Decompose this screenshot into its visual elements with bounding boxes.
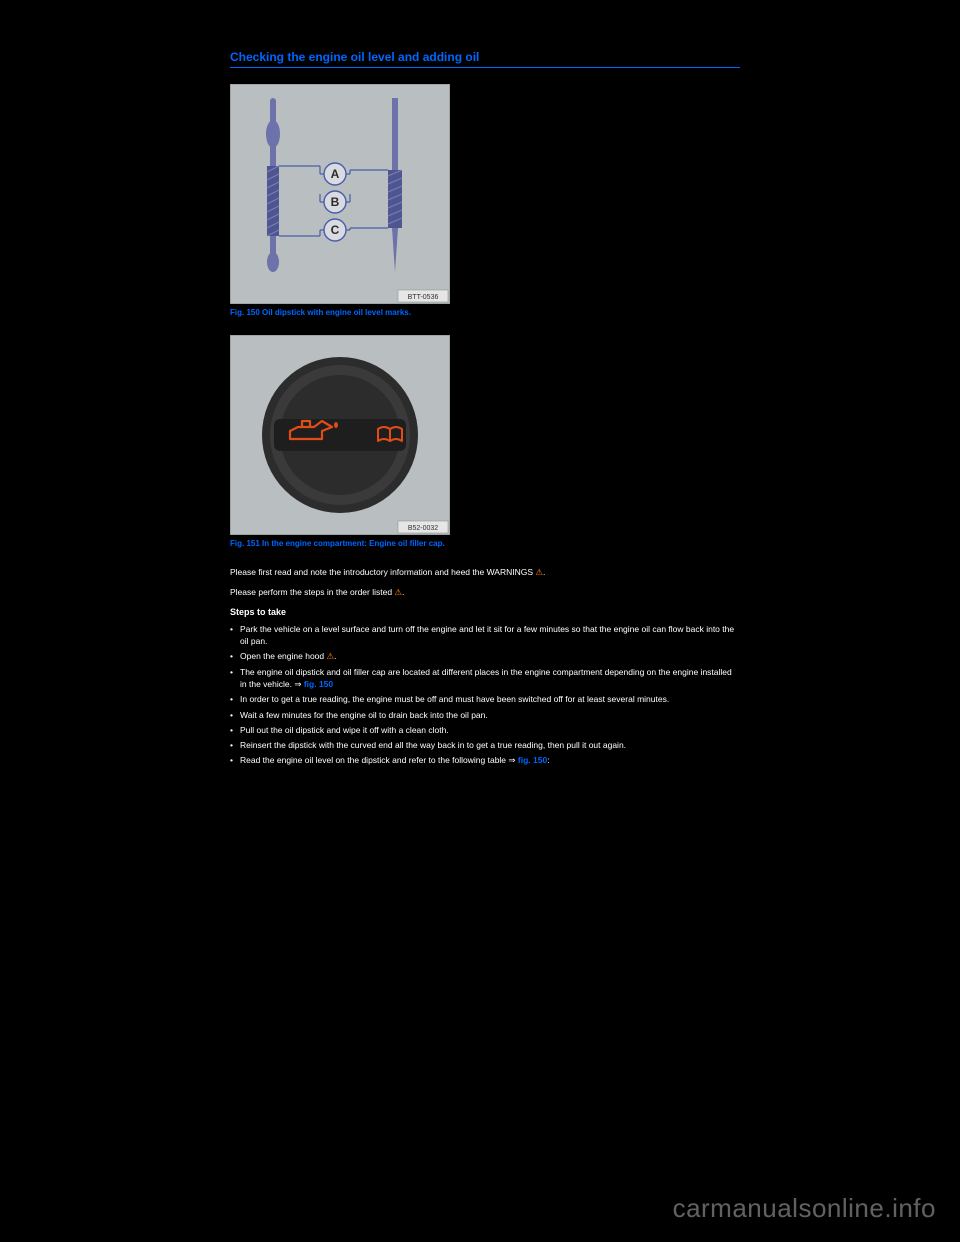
intro-text-2a: Please perform the steps in the order li… [230, 587, 394, 597]
manual-page: Checking the engine oil level and adding… [230, 50, 740, 770]
figure-link[interactable]: fig. 150 [304, 679, 333, 689]
dipstick-label-c: C [331, 223, 340, 237]
step-item: Wait a few minutes for the engine oil to… [230, 709, 740, 721]
figure2-frame-label: B52-0032 [408, 525, 438, 532]
intro-text-1b: . [543, 567, 545, 577]
figure-oil-cap: B52-0032 [230, 335, 450, 535]
watermark: carmanualsonline.info [673, 1193, 936, 1224]
warning-icon: ⚠ [394, 587, 402, 597]
intro-paragraph-1: Please first read and note the introduct… [230, 566, 740, 578]
figure-dipstick: A B C BTT-0536 [230, 84, 450, 304]
figure-link[interactable]: fig. 150 [518, 755, 547, 765]
dipstick-label-a: A [331, 167, 340, 181]
warning-icon: ⚠ [535, 567, 543, 577]
step-item: Read the engine oil level on the dipstic… [230, 754, 740, 766]
intro-text-1a: Please first read and note the introduct… [230, 567, 535, 577]
steps-list: Park the vehicle on a level surface and … [230, 623, 740, 767]
figure1-caption: Fig. 150 Oil dipstick with engine oil le… [230, 308, 740, 317]
dipstick-label-b: B [331, 195, 340, 209]
step-table-intro: Read the engine oil level on the dipstic… [240, 755, 518, 765]
step-table-intro-end: : [547, 755, 549, 765]
section-heading: Checking the engine oil level and adding… [230, 50, 740, 68]
step-item: The engine oil dipstick and oil filler c… [230, 666, 740, 691]
warning-icon: ⚠ [327, 651, 335, 661]
steps-heading: Steps to take [230, 607, 740, 617]
step-item: In order to get a true reading, the engi… [230, 693, 740, 705]
intro-text-2b: . [402, 587, 404, 597]
step-item: Park the vehicle on a level surface and … [230, 623, 740, 648]
step-item: Open the engine hood ⚠. [230, 650, 740, 662]
step-text-end: . [334, 651, 336, 661]
step-item: Pull out the oil dipstick and wipe it of… [230, 724, 740, 736]
step-item: Reinsert the dipstick with the curved en… [230, 739, 740, 751]
intro-paragraph-2: Please perform the steps in the order li… [230, 586, 740, 598]
figure2-caption: Fig. 151 In the engine compartment: Engi… [230, 539, 740, 548]
figure1-frame-label: BTT-0536 [408, 294, 439, 301]
step-text: Open the engine hood [240, 651, 327, 661]
